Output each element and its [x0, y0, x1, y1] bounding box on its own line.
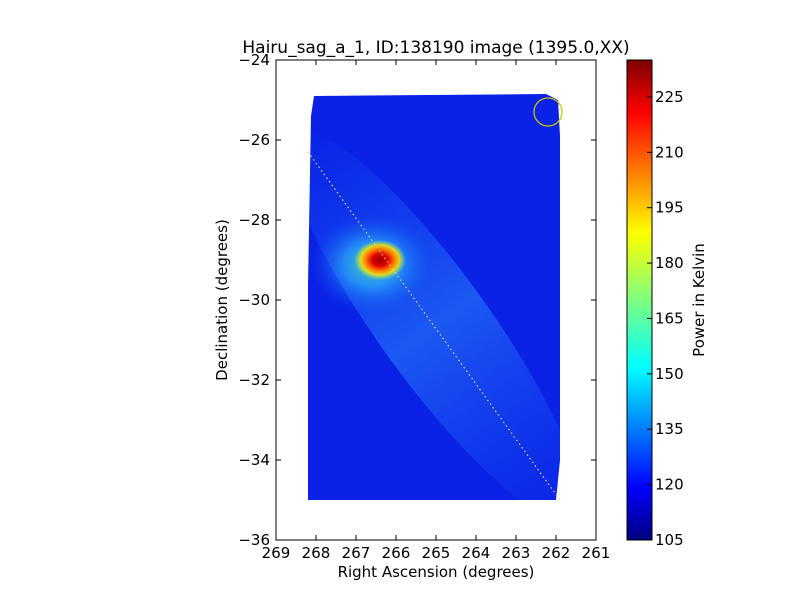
colorbar-scale	[626, 59, 653, 541]
x-tick-label: 269	[262, 544, 291, 562]
y-tick-label: −28	[238, 211, 270, 229]
colorbar-tick-label: 195	[655, 199, 684, 217]
plot-area: 269 268 267 266 265 264 263 262 261 −24 −26 −28 −30…	[238, 51, 611, 562]
colorbar-label: Power in Kelvin	[690, 243, 708, 357]
x-tick-label: 267	[342, 544, 371, 562]
colorbar-tick-label: 180	[655, 254, 684, 272]
y-tick-label: −26	[238, 131, 270, 149]
colorbar-tick-label: 135	[655, 420, 684, 438]
x-tick-label: 264	[462, 544, 491, 562]
y-tick-label: −36	[238, 531, 270, 549]
y-tick-label: −24	[238, 51, 270, 69]
hotspot-core	[354, 240, 406, 280]
x-tick-label: 265	[422, 544, 451, 562]
colorbar-ticks: 105 120 135 150 165 180 195 210 225	[647, 88, 684, 549]
colorbar-tick-label: 210	[655, 143, 684, 161]
x-axis-label: Right Ascension (degrees)	[338, 563, 535, 581]
colorbar-tick-label: 150	[655, 365, 684, 383]
x-axis-ticks: 269 268 267 266 265 264 263 262 261	[262, 60, 611, 562]
x-tick-label: 262	[542, 544, 571, 562]
chart-title: Hairu_sag_a_1, ID:138190 image (1395.0,X…	[242, 38, 629, 58]
colorbar-tick-label: 105	[655, 531, 684, 549]
x-tick-label: 266	[382, 544, 411, 562]
x-tick-label: 263	[502, 544, 531, 562]
colorbar-tick-label: 225	[655, 88, 684, 106]
y-tick-label: −34	[238, 451, 270, 469]
y-tick-label: −32	[238, 371, 270, 389]
y-axis-label: Declination (degrees)	[213, 219, 231, 381]
colorbar-tick-label: 120	[655, 476, 684, 494]
sky-map	[308, 94, 560, 500]
colorbar: 105 120 135 150 165 180 195 210 225 Power in Kel…	[626, 59, 708, 549]
x-tick-label: 268	[302, 544, 331, 562]
source-marker-circle	[533, 97, 563, 127]
y-axis-ticks: −24 −26 −28 −30 −32 −34 −36	[238, 51, 596, 549]
colorbar-tick-label: 165	[655, 309, 684, 327]
x-tick-label: 261	[582, 544, 611, 562]
y-tick-label: −30	[238, 291, 270, 309]
